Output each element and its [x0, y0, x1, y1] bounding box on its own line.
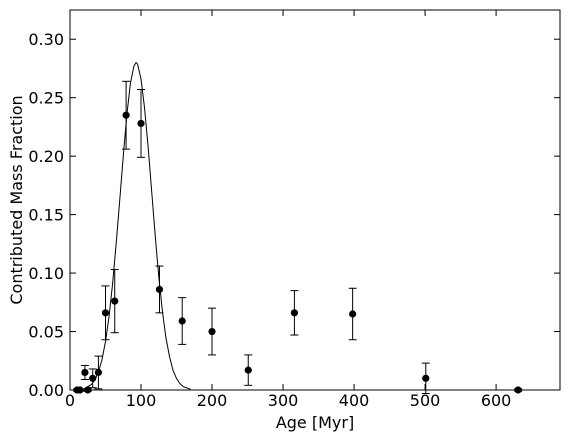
x-tick-label: 0	[65, 391, 75, 410]
y-tick-label: 0.15	[28, 206, 64, 225]
plot-frame	[69, 9, 561, 391]
x-axis-label: Age [Myr]	[276, 413, 354, 432]
data-point	[349, 310, 357, 318]
y-tick-label: 0.20	[28, 147, 64, 166]
y-tick-label: 0.05	[28, 323, 64, 342]
y-tick-label: 0.10	[28, 264, 64, 283]
model-curve	[83, 61, 191, 390]
x-tick-label: 300	[268, 391, 299, 410]
data-point	[137, 119, 145, 128]
data-point	[122, 111, 130, 119]
data-point	[94, 368, 103, 377]
y-tick-label: 0.30	[28, 30, 64, 49]
data-point	[514, 386, 522, 394]
x-tick-label: 200	[197, 391, 228, 410]
data-point	[155, 285, 164, 294]
y-tick-label: 0.25	[28, 89, 64, 108]
data-point	[84, 386, 92, 394]
y-tick-label: 0.00	[28, 381, 64, 400]
data-point	[81, 368, 89, 377]
x-tick-label: 400	[339, 391, 370, 410]
data-point	[101, 309, 110, 317]
data-point	[178, 317, 186, 325]
y-axis-label: Contributed Mass Fraction	[7, 95, 26, 304]
data-point	[290, 309, 299, 317]
data-point	[89, 374, 97, 382]
data-point	[111, 297, 119, 305]
data-point	[76, 386, 84, 394]
x-tick-label: 600	[481, 391, 512, 410]
data-point	[244, 366, 252, 374]
data-point	[208, 327, 216, 336]
data-point	[422, 374, 430, 382]
x-tick-label: 100	[126, 391, 157, 410]
x-tick-label: 500	[410, 391, 441, 410]
